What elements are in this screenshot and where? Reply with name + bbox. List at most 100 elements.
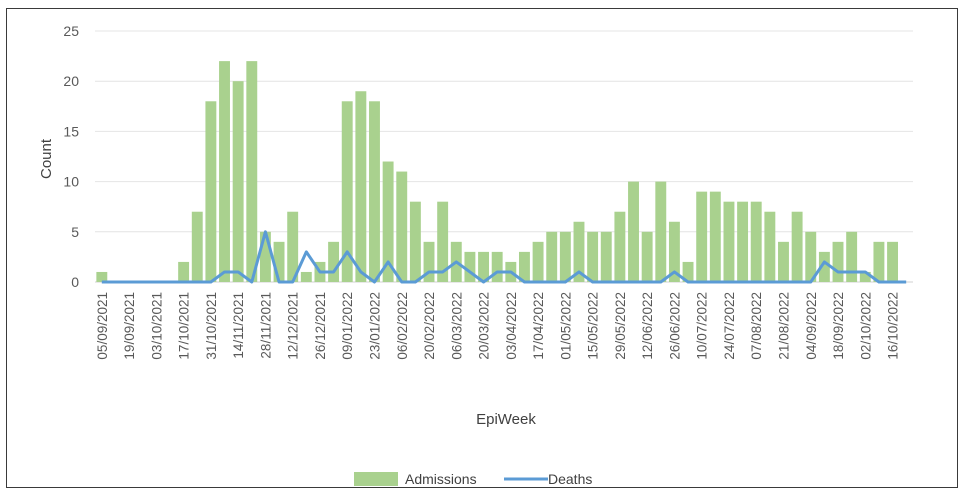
admissions-bar [464,251,476,282]
admissions-bar [628,181,639,282]
admissions-bar [846,231,858,282]
x-tick-label: 14/11/2021 [231,292,246,359]
y-tick-label: 10 [63,174,79,190]
admissions-bar [737,201,749,282]
admissions-bar [382,161,394,282]
x-tick-label: 17/10/2021 [177,292,192,360]
admissions-bar [478,251,490,282]
admissions-bar [491,251,503,282]
admissions-bar [396,171,408,282]
admissions-bar [818,251,830,282]
x-axis-label: EpiWeek [476,411,536,428]
chart-svg: 0 5 10 15 20 25 05/09/2021 19/09/2021 03/10/202… [38,23,913,487]
admissions-bar [873,241,885,282]
x-tick-label: 02/10/2022 [858,292,873,360]
x-tick-label: 01/05/2022 [558,292,573,360]
admissions-bar [668,221,680,282]
x-tick-label: 21/08/2022 [776,292,791,360]
admissions-bar [764,211,776,282]
x-tick-label: 05/09/2021 [95,292,110,360]
admissions-bar [205,101,217,282]
x-tick-label: 29/05/2022 [613,292,628,360]
x-tick-label: 16/10/2022 [886,292,901,360]
admissions-bar [300,271,312,282]
legend: Admissions Deaths [354,471,592,487]
admissions-bars [96,61,899,283]
x-tick-label: 17/04/2022 [531,292,546,360]
x-tick-label: 06/03/2022 [449,292,464,360]
admissions-bar [423,241,435,282]
admissions-bar [805,231,817,282]
admissions-bar [641,231,653,282]
x-tick-label: 10/07/2022 [695,292,710,360]
gridlines [95,30,913,283]
admissions-bar [723,201,735,282]
x-tick-label: 03/10/2021 [149,292,164,360]
x-tick-label: 06/02/2022 [395,292,410,360]
admissions-bar [178,261,190,282]
admissions-bar [573,221,585,282]
admissions-bar [355,91,367,283]
y-tick-label: 25 [63,23,79,39]
admissions-bar [709,191,721,282]
admissions-bar [682,261,694,282]
legend-deaths-label: Deaths [548,471,592,487]
y-tick-label: 0 [71,274,79,290]
x-tick-label: 15/05/2022 [586,292,601,360]
chart-frame: 0 5 10 15 20 25 05/09/2021 19/09/2021 03/10/202… [6,8,958,488]
admissions-bar [614,211,626,282]
admissions-bar [96,271,108,282]
x-tick-label: 19/09/2021 [122,292,137,360]
admissions-bar [832,241,844,282]
y-tick-label: 15 [63,123,79,139]
admissions-bar [259,231,271,282]
admissions-bar [409,201,421,282]
admissions-bar [437,201,449,282]
x-tick-label: 03/04/2022 [504,292,519,360]
admissions-bar [191,211,203,282]
admissions-bar [750,201,762,282]
admissions-bar [696,191,708,282]
legend-admissions-swatch [354,472,398,486]
admissions-bar [887,241,899,282]
x-tick-label: 20/02/2022 [422,292,437,360]
admissions-bar [232,81,244,282]
admissions-bar [246,61,258,283]
admissions-bar [287,211,299,282]
deaths-line [101,230,907,284]
x-tick-label: 09/01/2022 [340,292,355,360]
y-axis-ticks: 0 5 10 15 20 25 [63,23,79,290]
admissions-bar [859,271,871,282]
x-tick-label: 23/01/2022 [367,292,382,360]
x-tick-label: 07/08/2022 [749,292,764,360]
x-tick-label: 26/06/2022 [667,292,682,360]
admissions-bar [791,211,803,282]
x-tick-label: 28/11/2021 [258,292,273,359]
admissions-bar [600,231,612,282]
admissions-bar [369,101,380,282]
y-tick-label: 5 [71,224,79,240]
admissions-bar [655,181,667,282]
y-tick-label: 20 [63,73,79,89]
admissions-bar [546,231,558,282]
admissions-bar [559,231,571,282]
x-tick-label: 18/09/2022 [831,292,846,360]
x-tick-label: 24/07/2022 [722,292,737,360]
admissions-bar [532,241,544,282]
x-axis-ticks: 05/09/2021 19/09/2021 03/10/2021 17/10/2021… [95,292,901,360]
admissions-bar [587,231,599,282]
x-tick-label: 26/12/2021 [313,292,328,360]
x-tick-label: 12/06/2022 [640,292,655,360]
admissions-bar [219,61,230,283]
x-tick-label: 12/12/2021 [286,292,301,360]
admissions-bar [778,241,789,282]
admissions-bar [518,251,530,282]
x-tick-label: 20/03/2022 [477,292,492,360]
y-axis-label: Count [38,138,55,179]
x-tick-label: 04/09/2022 [804,292,819,360]
admissions-bar [341,101,353,282]
admissions-bar [328,241,340,282]
x-tick-label: 31/10/2021 [204,292,219,360]
admissions-bar [273,241,285,282]
legend-admissions-label: Admissions [405,471,477,487]
